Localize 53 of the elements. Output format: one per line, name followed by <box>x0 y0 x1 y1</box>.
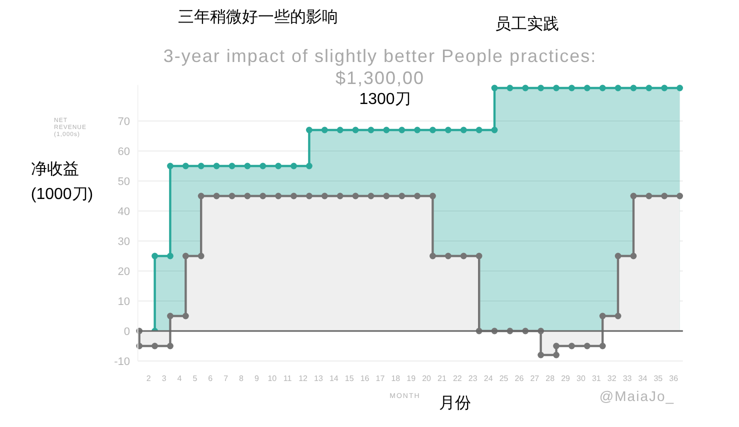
x-tick-label: 35 <box>654 374 664 383</box>
x-tick-label: 3 <box>162 374 167 383</box>
chart-title: 3-year impact of slightly better People practices: <box>163 46 597 66</box>
y-tick-label: 30 <box>118 236 130 248</box>
x-tick-label: 5 <box>192 374 198 383</box>
y-tick-label: 50 <box>118 176 130 188</box>
text: (1000刀) <box>30 186 94 203</box>
x-tick-label: 17 <box>376 374 386 383</box>
x-tick-label: 23 <box>468 374 478 383</box>
x-tick-label: 28 <box>546 374 556 383</box>
x-tick-label: 26 <box>514 374 524 383</box>
x-tick-label: 2 <box>146 374 152 383</box>
x-tick-label: 11 <box>283 374 292 383</box>
x-tick-label: 29 <box>561 374 571 383</box>
x-tick-label: 24 <box>484 374 494 383</box>
y-tick-label: 20 <box>118 266 130 278</box>
x-tick-label: 15 <box>344 374 354 383</box>
x-tick-label: 8 <box>239 374 244 383</box>
text: 月份 <box>439 395 471 412</box>
x-tick-label: 32 <box>607 374 617 383</box>
x-tick-label: 27 <box>530 374 540 383</box>
text: 三年稍微好一些的影响 <box>178 8 338 26</box>
text: 净收益 <box>31 160 79 178</box>
x-tick-label: 4 <box>177 374 182 383</box>
x-tick-label: 30 <box>576 374 586 383</box>
y-tick-label: 70 <box>118 116 130 128</box>
chart-subtitle: $1,300,00 <box>335 68 425 88</box>
text: @MaiaJo_ <box>599 388 675 404</box>
x-tick-label: 20 <box>422 374 432 383</box>
x-tick-label: 12 <box>298 374 308 383</box>
x-tick-label: 7 <box>224 374 229 383</box>
x-tick-label: 14 <box>329 374 339 383</box>
y-tick-label: 0 <box>124 326 130 338</box>
x-tick-label: 9 <box>254 374 260 383</box>
x-tick-label: 34 <box>638 374 648 383</box>
x-tick-label: 21 <box>438 374 447 383</box>
x-tick-label: 25 <box>499 374 509 383</box>
text: 员工实践 <box>495 15 559 33</box>
y-tick-label: -10 <box>114 356 130 368</box>
x-tick-label: 10 <box>268 374 278 383</box>
x-tick-label: 19 <box>406 374 416 383</box>
annotation: 1300刀 <box>359 91 411 108</box>
y-tick-label: 60 <box>118 146 130 158</box>
x-tick-label: 36 <box>669 374 679 383</box>
x-tick-label: 16 <box>360 374 370 383</box>
y-tick-label: 40 <box>118 206 130 218</box>
x-tick-label: 31 <box>592 374 602 383</box>
x-tick-label: 33 <box>622 374 632 383</box>
x-tick-label: 18 <box>391 374 401 383</box>
x-tick-label: 22 <box>452 374 462 383</box>
x-tick-label: 6 <box>208 374 214 383</box>
x-tick-label: 13 <box>314 374 324 383</box>
y-tick-label: 10 <box>118 296 130 308</box>
